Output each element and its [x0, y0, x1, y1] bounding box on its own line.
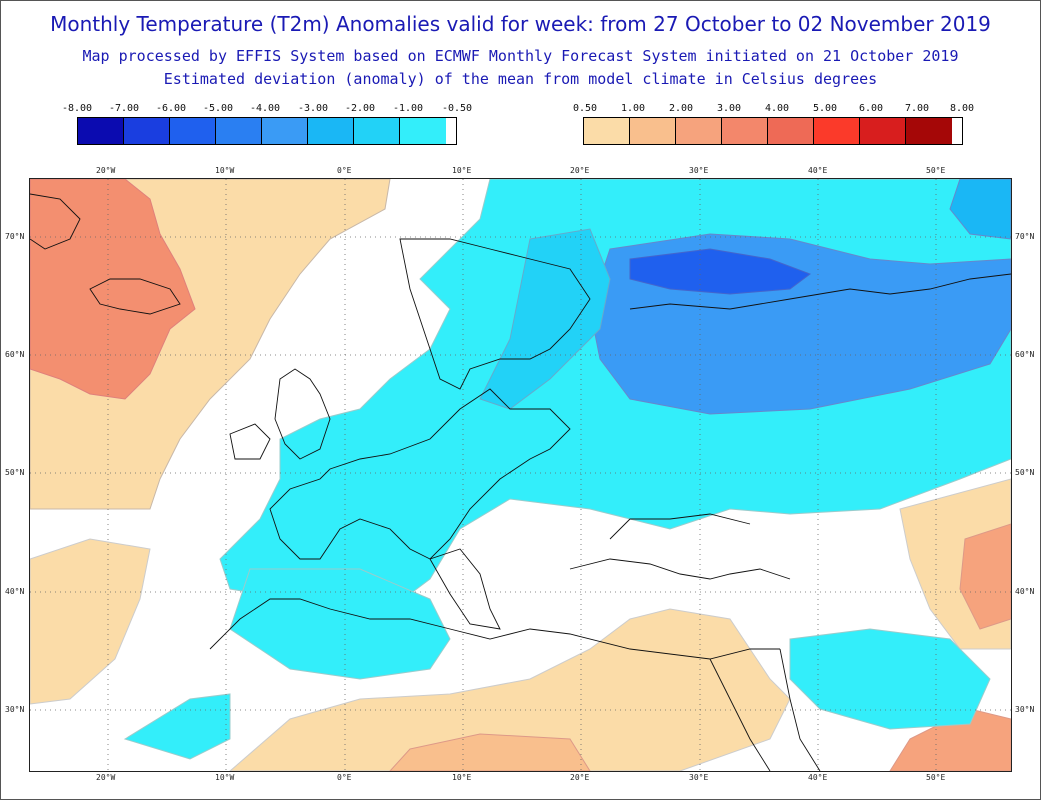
map-title: Monthly Temperature (T2m) Anomalies vali…: [50, 12, 991, 36]
lon-label: 30°E: [689, 773, 709, 782]
anomaly-warm-sahara: [389, 733, 591, 771]
legend-pos-swatch-4: [768, 118, 814, 144]
legend-neg-label: -5.00: [202, 103, 234, 114]
legend-pos-label: 4.00: [764, 103, 790, 114]
map-subtitle-units: Estimated deviation (anomaly) of the mea…: [163, 70, 878, 88]
lon-label: 30°E: [689, 166, 709, 175]
anomaly-cool-canary: [123, 693, 231, 760]
legend-neg-swatch-1: [124, 118, 170, 144]
lon-label: 0°E: [337, 773, 352, 782]
lon-label: 10°E: [452, 773, 472, 782]
lon-label: 0°E: [337, 166, 352, 175]
lon-label: 50°E: [926, 773, 946, 782]
legend-neg-label: -0.50: [441, 103, 473, 114]
lat-label: 70°N: [5, 232, 25, 241]
anomaly-cool-greenland-east: [949, 179, 1011, 240]
lat-label: 70°N: [1015, 232, 1035, 241]
lon-label: 20°W: [96, 166, 116, 175]
lat-label: 30°N: [1015, 705, 1035, 714]
legend-neg-label: -1.00: [392, 103, 424, 114]
lat-label: 30°N: [5, 705, 25, 714]
legend-pos-label: 8.00: [949, 103, 975, 114]
lat-label: 50°N: [5, 468, 25, 477]
coastlines: [30, 193, 1011, 771]
legend-neg-swatch-3: [216, 118, 262, 144]
legend-neg-swatch-5: [308, 118, 354, 144]
anomaly-warm-west-atlantic-south: [30, 538, 151, 705]
lon-label: 40°E: [808, 166, 828, 175]
anomaly-warm-greenland-iceland: [30, 179, 196, 400]
legend-pos-label: 3.00: [716, 103, 742, 114]
legend-neg-label: -2.00: [344, 103, 376, 114]
legend-neg-label: -6.00: [155, 103, 187, 114]
graticule: [30, 179, 1011, 771]
legend-neg-label: -4.00: [249, 103, 281, 114]
lon-label: 40°E: [808, 773, 828, 782]
anomaly-warm-north-africa: [229, 608, 791, 771]
lon-label: 10°W: [215, 166, 235, 175]
anomaly-cool-mediterranean-west: [229, 568, 451, 680]
legend-pos-swatch-0: [584, 118, 630, 144]
anomaly-cool-middle-east: [789, 628, 991, 730]
anomaly-map-svg: [30, 179, 1011, 771]
legend-neg-label: -3.00: [297, 103, 329, 114]
lat-label: 50°N: [1015, 468, 1035, 477]
lat-label: 40°N: [5, 587, 25, 596]
legend-neg-swatch-4: [262, 118, 308, 144]
legend-neg-label: -8.00: [61, 103, 93, 114]
legend-pos-swatch-3: [722, 118, 768, 144]
legend-neg-swatch-7: [400, 118, 446, 144]
lon-label: 10°W: [215, 773, 235, 782]
lat-label: 60°N: [5, 350, 25, 359]
legend-neg-swatch-0: [78, 118, 124, 144]
lon-label: 10°E: [452, 166, 472, 175]
lat-label: 40°N: [1015, 587, 1035, 596]
lon-label: 20°W: [96, 773, 116, 782]
anomaly-map: [29, 178, 1012, 772]
legend-pos-label: 5.00: [812, 103, 838, 114]
legend-neg-swatch-6: [354, 118, 400, 144]
lon-label: 50°E: [926, 166, 946, 175]
anomaly-cool-europe: [219, 179, 1011, 610]
legend-negative-colorbar: [77, 117, 457, 145]
anomaly-warm-east-core: [959, 523, 1011, 630]
legend-pos-swatch-7: [906, 118, 952, 144]
legend-pos-label: 1.00: [620, 103, 646, 114]
map-subtitle-processing: Map processed by EFFIS System based on E…: [82, 47, 959, 65]
lat-label: 60°N: [1015, 350, 1035, 359]
lon-label: 20°E: [570, 773, 590, 782]
legend-pos-label: 6.00: [858, 103, 884, 114]
legend-neg-swatch-2: [170, 118, 216, 144]
anomaly-cool-scandinavia: [479, 228, 611, 410]
legend-pos-label: 7.00: [904, 103, 930, 114]
anomaly-cool-russia-core: [629, 248, 812, 295]
legend-positive-colorbar: [583, 117, 963, 145]
legend-pos-swatch-1: [630, 118, 676, 144]
legend-pos-label: 2.00: [668, 103, 694, 114]
legend-pos-swatch-5: [814, 118, 860, 144]
legend-pos-swatch-2: [676, 118, 722, 144]
legend-pos-label: 0.50: [572, 103, 598, 114]
legend-neg-label: -7.00: [108, 103, 140, 114]
legend-pos-swatch-6: [860, 118, 906, 144]
lon-label: 20°E: [570, 166, 590, 175]
